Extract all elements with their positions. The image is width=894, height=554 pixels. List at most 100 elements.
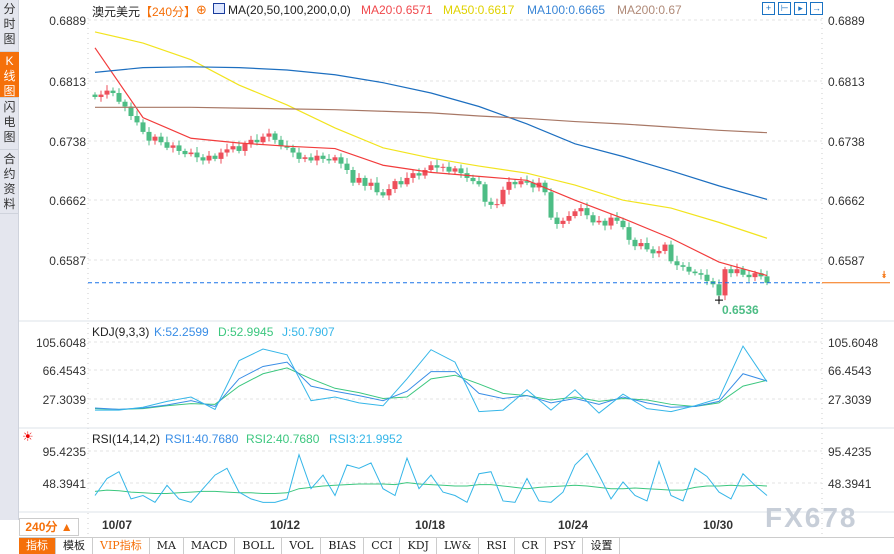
candle-body [608,217,614,226]
candle-body [248,139,254,144]
candle-body [740,269,746,275]
y-tick-left: 0.6662 [49,194,86,208]
candle-body [410,173,416,178]
candle-body [236,146,242,151]
candle-body [206,155,212,161]
sidebar-tab-kline[interactable]: K线图 [0,52,19,98]
sidebar-tab-flash[interactable]: 闪电图 [0,98,19,150]
candle-body [686,266,692,272]
candle-body [218,152,224,159]
jump-end-icon[interactable]: → [810,2,823,15]
indicator-tab[interactable]: MACD [184,538,236,554]
candle-body [290,147,296,153]
candle-body [434,165,440,168]
indicator-tab[interactable]: 指标 [19,538,56,554]
candle-body [404,177,410,185]
indicator-tab[interactable]: CCI [364,538,401,554]
candle-body [566,216,572,221]
candle-body [374,182,380,193]
candle-body [518,181,524,185]
candle-body [632,239,638,247]
x-tick: 10/07 [102,518,133,532]
y-tick-left: 0.6587 [49,254,86,268]
candle-body [308,157,314,161]
candle-body [662,244,668,251]
candle-body [200,157,206,161]
candle-body [692,271,698,274]
candle-body [614,217,620,221]
indicator-tab[interactable]: MA [150,538,184,554]
candle-body [416,173,422,176]
kdj-j-line [95,345,768,414]
candle-body [758,273,764,277]
y-tick-left: 0.6738 [49,135,86,149]
candle-body [344,163,350,170]
candle-body [164,142,170,148]
indicator-tab[interactable]: RSI [479,538,515,554]
kdj-tick-left: 66.4543 [42,364,86,378]
kdj-tick-right: 66.4543 [828,364,872,378]
candle-body [278,139,284,147]
ma100-line [94,66,768,200]
candle-body [500,189,506,205]
kdj-k-label: K:52.2599 [154,325,209,339]
indicator-tab[interactable]: 设置 [583,538,621,554]
period-label: 【240分】 [140,5,197,19]
candle-body [506,181,512,190]
candle-body [332,157,338,161]
candle-body [674,261,680,266]
candle-body [350,170,356,183]
current-price-marker-icon: ⯯ [881,270,887,281]
y-tick-right: 0.6587 [828,254,865,268]
candle-body [446,166,452,172]
ma-settings-icon[interactable] [213,3,225,14]
candle-body [458,168,464,174]
sidebar-tab-contract-info[interactable]: 合约资料 [0,150,19,214]
indicator-tab[interactable]: PSY [546,538,584,554]
candle-body [650,249,656,254]
fit-range-icon[interactable]: ⊢ [778,2,791,15]
kdj-j-label: J:50.7907 [282,325,335,339]
indicator-tab-bar: 指标 模板 VIP指标 MA MACD BOLL VOL BIAS CCI KDJ LW& RSI CR… [19,537,894,554]
indicator-tab[interactable]: CR [515,538,547,554]
candle-body [380,192,386,196]
sidebar-tab-timeshare[interactable]: 分时图 [0,0,19,52]
candle-body [584,208,590,216]
candle-body [734,269,740,274]
candle-body [590,215,596,223]
indicator-tab[interactable]: LW& [437,538,480,554]
candle-body [104,90,110,95]
indicator-tab[interactable]: BIAS [321,538,365,554]
candle-body [626,227,632,240]
crosshair-icon[interactable]: + [762,2,775,15]
kdj-d-label: D:52.9945 [218,325,274,339]
indicator-tab[interactable]: VIP指标 [93,538,150,554]
y-tick-left: 0.6813 [49,75,86,89]
candle-body [440,166,446,168]
candle-body [284,146,290,148]
crosshair-toggle-icon[interactable]: ⊕ [196,2,207,17]
candle-body [92,94,98,97]
candle-body [548,192,554,218]
rsi-tick-left: 48.3941 [42,477,86,491]
candle-body [260,136,266,143]
indicator-tab[interactable]: VOL [282,538,322,554]
candle-body [512,181,518,185]
indicator-tab[interactable]: BOLL [235,538,283,554]
candle-body [392,181,398,190]
rsi3-label: RSI3:21.9952 [329,432,403,446]
x-tick: 10/12 [270,518,301,532]
watermark: FX678 [765,502,858,533]
candle-body [266,133,272,137]
candle-body [428,165,434,170]
rsi1-label: RSI1:40.7680 [165,432,239,446]
rsi1-line [94,452,768,504]
indicator-alert-icon[interactable]: ☀ [22,429,34,444]
indicator-tab[interactable]: KDJ [400,538,437,554]
play-forward-icon[interactable]: ▸ [794,2,807,15]
candle-body [212,155,218,159]
indicator-tab[interactable]: 模板 [56,538,93,554]
period-selector[interactable]: 240分 ▲ [19,518,79,536]
candle-body [644,243,650,250]
